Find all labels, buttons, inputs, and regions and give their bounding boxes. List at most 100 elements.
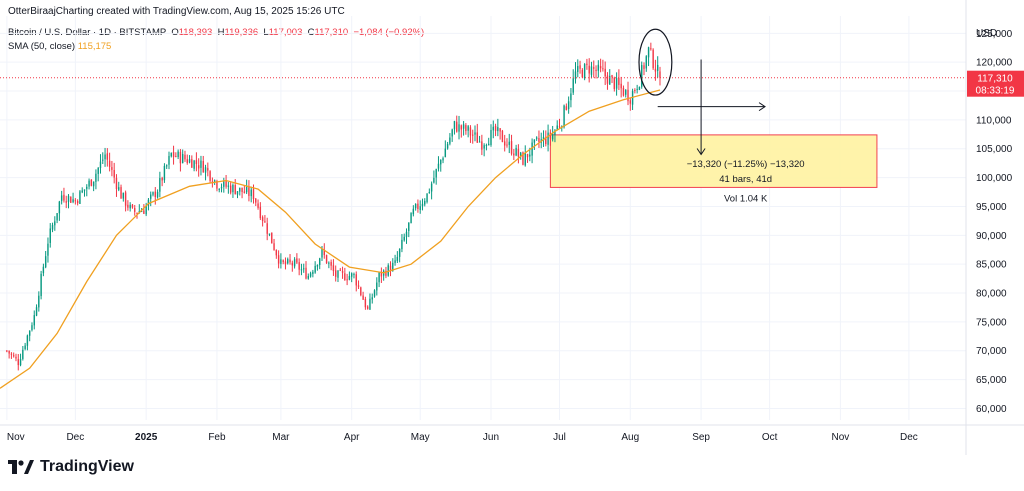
candle-body: [163, 165, 166, 181]
candle-body: [472, 134, 474, 136]
y-tick-label: 90,000: [976, 231, 1007, 242]
candle-body: [213, 180, 216, 183]
candle-body: [88, 180, 90, 187]
tradingview-brand: TradingView: [40, 458, 134, 475]
candle-body: [319, 258, 321, 265]
candle-body: [410, 213, 412, 224]
candle-body: [195, 160, 198, 165]
candles: [6, 42, 661, 371]
x-tick-label: Jun: [483, 432, 499, 443]
candle-body: [444, 148, 447, 158]
candle-body: [26, 335, 29, 346]
candle-body: [56, 213, 58, 221]
candle-body: [538, 138, 540, 142]
legend-close: 117,310: [314, 27, 349, 38]
candle-body: [312, 271, 314, 274]
candle-body: [577, 66, 579, 72]
candle-body: [638, 86, 641, 90]
candle-body: [65, 201, 67, 203]
candle-body: [488, 143, 490, 146]
candle-body: [90, 179, 93, 186]
candle-body: [545, 137, 547, 145]
candle-body: [136, 212, 138, 214]
y-tick-label: 105,000: [976, 144, 1013, 155]
candle-body: [44, 256, 47, 268]
candle-body: [97, 168, 99, 174]
highlight-ellipse: [638, 28, 673, 96]
candle-body: [346, 279, 348, 281]
tradingview-logo-icon: [8, 460, 34, 474]
candle-body: [344, 273, 346, 280]
candle-body: [223, 180, 225, 187]
candle-body: [218, 188, 220, 190]
candle-body: [303, 268, 305, 270]
candle-body: [42, 266, 45, 274]
candle-body: [401, 239, 403, 250]
candle-body: [524, 153, 526, 166]
candle-body: [271, 232, 273, 244]
x-tick-label: Nov: [831, 432, 849, 443]
price-chart[interactable]: 125,000120,000115,000110,000105,000100,0…: [0, 0, 1024, 455]
candle-body: [289, 259, 291, 263]
candle-body: [460, 125, 463, 130]
candle-body: [519, 152, 522, 156]
candle-body: [49, 228, 51, 243]
candle-body: [373, 290, 376, 297]
x-tick-label: May: [411, 432, 430, 443]
price-tag-value: 117,310: [977, 74, 1013, 85]
candle-body: [643, 65, 645, 69]
currency-label[interactable]: USD: [976, 28, 998, 39]
candle-body: [245, 186, 248, 193]
x-tick-label: Aug: [621, 432, 639, 443]
candle-body: [177, 151, 179, 157]
candle-body: [92, 181, 95, 187]
candle-body: [634, 90, 636, 92]
candle-body: [618, 77, 620, 85]
candle-body: [579, 65, 581, 69]
y-tick-label: 95,000: [976, 202, 1007, 213]
candle-body: [113, 170, 115, 178]
candle-body: [156, 191, 159, 198]
candle-body: [620, 83, 622, 89]
candle-body: [426, 193, 428, 202]
candle-body: [465, 125, 467, 132]
candle-body: [440, 160, 442, 165]
candle-body: [172, 152, 175, 157]
candle-body: [339, 269, 341, 271]
candle-body: [188, 159, 191, 163]
candle-body: [300, 269, 303, 271]
candle-body: [421, 203, 424, 207]
candle-body: [118, 187, 120, 190]
candle-body: [284, 261, 287, 265]
candle-body: [273, 243, 275, 250]
candle-body: [531, 142, 533, 156]
candle-body: [474, 132, 476, 135]
candle-body: [321, 248, 323, 258]
candle-body: [264, 221, 266, 223]
candle-body: [467, 126, 469, 131]
legend-close-label: C: [307, 27, 315, 38]
candle-body: [175, 155, 177, 157]
y-tick-label: 80,000: [976, 289, 1007, 300]
candle-body: [309, 273, 312, 277]
legend-low-label: L: [263, 27, 269, 38]
candle-body: [656, 64, 659, 71]
candle-body: [257, 203, 259, 208]
price-tag-countdown: 08:33:19: [976, 86, 1015, 97]
candle-body: [70, 196, 72, 203]
candle-body: [99, 161, 102, 169]
candle-body: [446, 144, 449, 149]
candle-body: [641, 65, 643, 87]
candle-body: [435, 169, 437, 178]
candle-body: [330, 261, 332, 266]
candle-body: [282, 260, 284, 262]
candle-body: [60, 195, 63, 201]
candle-body: [6, 350, 8, 352]
candle-body: [606, 75, 609, 84]
candle-body: [604, 68, 606, 77]
candle-body: [19, 359, 22, 366]
candle-body: [145, 205, 147, 215]
candle-body: [108, 160, 111, 167]
candle-body: [143, 210, 145, 214]
candle-body: [332, 265, 335, 272]
